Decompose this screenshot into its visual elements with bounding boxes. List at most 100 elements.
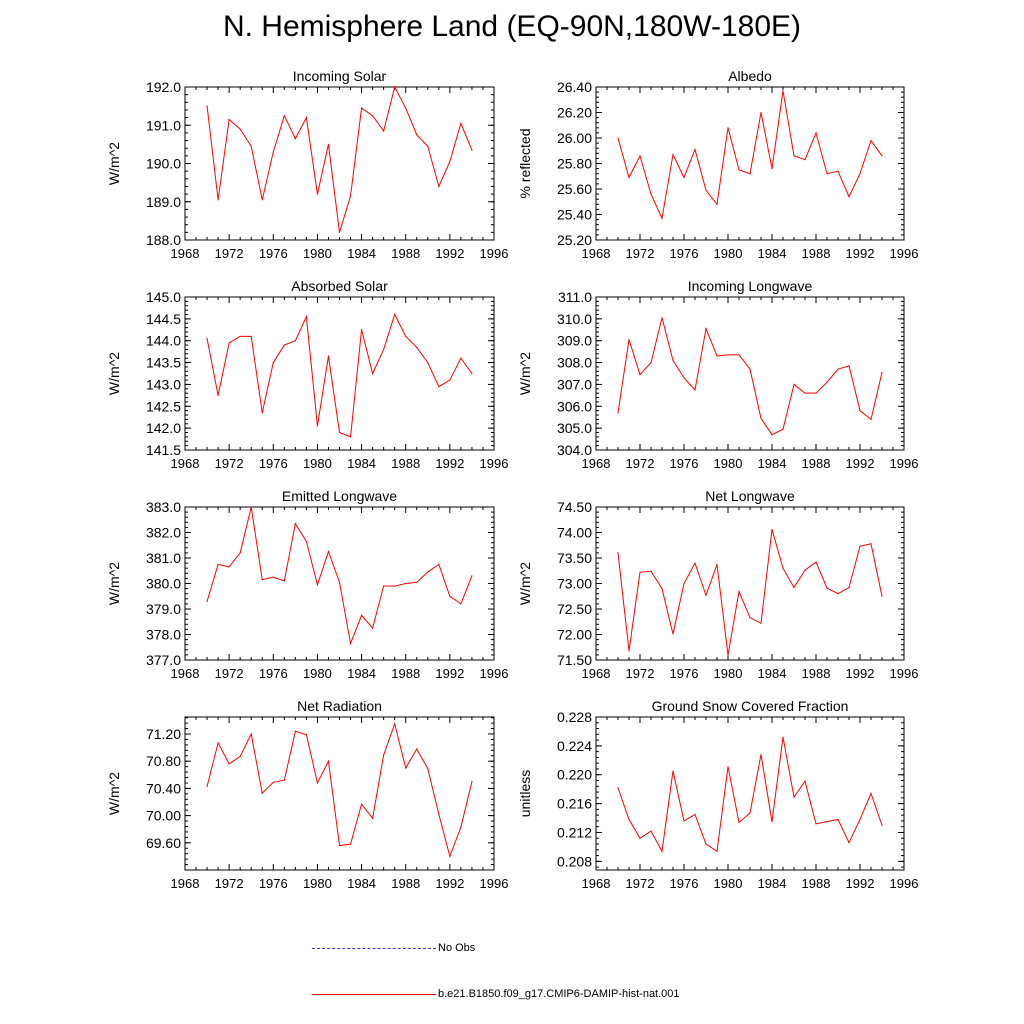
data-point — [815, 561, 817, 563]
data-point — [694, 389, 696, 391]
x-tick-label: 1976 — [259, 246, 288, 261]
data-point — [372, 115, 374, 117]
data-point — [360, 329, 363, 331]
x-tick-label: 1988 — [391, 456, 420, 471]
data-point — [639, 837, 641, 839]
data-point — [771, 821, 773, 823]
data-point — [716, 203, 718, 205]
chart-panel-3: 1968 1972 1976 1980 1984 1988 1992 1996 141.5 142… — [106, 278, 508, 471]
panel-title: Albedo — [728, 68, 772, 84]
data-point — [694, 813, 696, 816]
x-tick-label: 1984 — [347, 666, 376, 681]
data-point — [305, 316, 307, 318]
x-tick-label: 1972 — [215, 456, 244, 471]
data-point — [683, 820, 685, 822]
x-tick-label: 1972 — [626, 876, 655, 891]
y-tick-label: 306.0 — [557, 398, 592, 414]
y-tick-label: 310.0 — [557, 311, 592, 327]
data-point — [617, 137, 619, 139]
data-point — [305, 734, 307, 736]
data-point — [837, 818, 839, 821]
data-point — [449, 855, 451, 858]
x-tick-label: 1996 — [480, 666, 509, 681]
y-tick-label: 72.50 — [557, 601, 592, 617]
data-point — [881, 824, 883, 826]
data-point — [771, 528, 773, 531]
y-tick-label: 141.5 — [146, 442, 181, 458]
series-line — [617, 737, 883, 853]
x-tick-label: 1980 — [714, 666, 743, 681]
data-point — [705, 843, 707, 845]
data-point — [793, 796, 795, 798]
data-point — [837, 368, 839, 370]
chart-panel-8: 1968 1972 1976 1980 1984 1988 1992 1996 0.208 0.2… — [517, 698, 918, 891]
y-tick-label: 188.0 — [146, 232, 181, 248]
y-tick-label: 190.0 — [146, 156, 181, 172]
y-tick-label: 25.40 — [557, 207, 592, 223]
x-tick-label: 1984 — [347, 246, 376, 261]
data-point — [272, 781, 274, 783]
data-point — [749, 173, 751, 175]
data-point — [349, 436, 352, 438]
data-point — [405, 335, 407, 337]
legend-swatch-model — [312, 993, 436, 995]
data-point — [716, 355, 718, 357]
data-point — [471, 149, 473, 151]
data-point — [383, 130, 385, 132]
data-point — [449, 160, 451, 163]
data-point — [749, 368, 751, 370]
y-tick-label: 26.20 — [557, 105, 592, 121]
data-point — [881, 595, 883, 597]
data-point — [316, 782, 319, 784]
data-point — [859, 818, 861, 821]
x-tick-label: 1976 — [670, 246, 699, 261]
x-tick-label: 1968 — [171, 876, 200, 891]
data-point — [859, 173, 861, 175]
x-tick-label: 1980 — [714, 456, 743, 471]
data-point — [859, 410, 861, 412]
data-point — [848, 365, 850, 367]
data-point — [416, 581, 418, 583]
data-point — [206, 337, 208, 340]
x-tick-label: 1968 — [582, 456, 611, 471]
x-tick-label: 1988 — [391, 876, 420, 891]
data-point — [716, 564, 718, 566]
data-point — [471, 372, 473, 375]
series-line — [206, 313, 473, 438]
data-point — [826, 381, 828, 383]
data-point — [749, 812, 751, 814]
data-point — [206, 785, 208, 787]
data-point — [316, 425, 319, 427]
panel-title: Net Radiation — [297, 698, 382, 714]
data-point — [327, 760, 330, 762]
data-point — [338, 231, 341, 233]
data-point — [782, 567, 784, 569]
data-point — [405, 582, 407, 585]
x-tick-label: 1972 — [215, 666, 244, 681]
data-point — [727, 766, 729, 768]
data-point — [804, 159, 806, 161]
x-tick-label: 1968 — [582, 666, 611, 681]
data-point — [870, 418, 872, 420]
y-tick-label: 70.00 — [146, 808, 181, 824]
data-point — [617, 412, 619, 414]
x-tick-label: 1996 — [480, 246, 509, 261]
x-tick-label: 1988 — [391, 246, 420, 261]
series-line — [617, 90, 883, 221]
data-point — [804, 780, 806, 782]
data-point — [272, 151, 274, 153]
y-tick-label: 144.5 — [146, 311, 181, 327]
data-point — [438, 813, 440, 815]
data-point — [793, 155, 795, 157]
x-tick-label: 1992 — [846, 666, 875, 681]
chart-panel-1: 1968 1972 1976 1980 1984 1988 1992 1996 188.0 189… — [106, 68, 508, 261]
data-point — [471, 575, 473, 577]
data-point — [661, 317, 663, 319]
data-point — [383, 754, 385, 756]
data-point — [438, 563, 440, 565]
data-point — [394, 723, 396, 725]
data-point — [338, 431, 341, 434]
data-point — [815, 392, 817, 394]
data-point — [416, 134, 418, 136]
